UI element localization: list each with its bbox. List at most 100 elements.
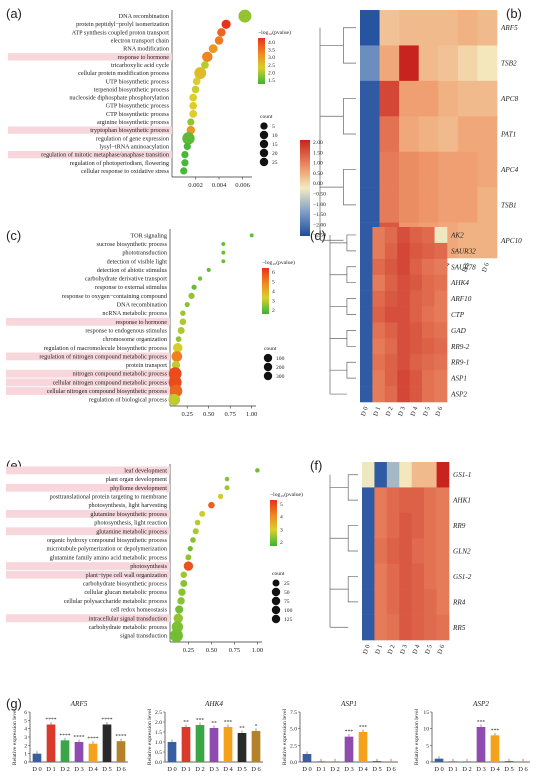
column-day-label: D 6 — [434, 405, 444, 417]
significance-stars: ** — [239, 726, 245, 732]
x-category-label: D 0 — [302, 766, 312, 773]
heatmap-cell — [399, 538, 413, 565]
heatmap-cell — [418, 151, 439, 188]
count-legend-label: 100 — [276, 356, 285, 362]
heatmap-d: AK2 SAUR32 SAUR78 AHK4 ARF10 CTP GAD RR9-2 RR9-1… — [329, 227, 476, 417]
heatmap-cell — [397, 258, 411, 276]
row-gene-label: GLN2 — [453, 548, 471, 556]
subplot-gene-title: ARF5 — [70, 700, 88, 708]
count-legend-label: 300 — [276, 374, 285, 380]
go-term-dot — [191, 85, 200, 94]
heatmap-cell — [409, 338, 423, 355]
significance-stars: **** — [115, 734, 126, 740]
heatmap-cell — [362, 538, 375, 565]
go-term-dot — [249, 233, 254, 238]
go-term-dot — [175, 605, 184, 614]
heatmap-cell — [477, 116, 498, 153]
heatmap-cell — [399, 116, 420, 153]
bar — [518, 761, 528, 762]
heatmap-cell — [360, 45, 380, 82]
colorbar-tick-label: 6 — [272, 270, 275, 276]
heatmap-cell — [422, 354, 435, 371]
x-category-label: D 1 — [448, 766, 458, 773]
heatmap-cell — [409, 354, 423, 371]
heatmap-cell — [372, 258, 386, 276]
colorbar-tick-label: 2 — [280, 540, 283, 546]
heatmap-cell — [457, 222, 478, 259]
go-term-dot — [184, 301, 190, 308]
go-term-label: regulation of gene expression — [96, 135, 169, 142]
go-term-label: leaf development — [124, 467, 167, 474]
heatmap-cell — [436, 462, 450, 488]
row-gene-label: GS1-2 — [453, 573, 472, 581]
term-highlight — [6, 509, 170, 518]
heatmap-cell — [362, 614, 375, 641]
go-term-label: response to external stimulus — [95, 284, 168, 291]
go-term-label: regulation of photoperiodism, flowering — [70, 160, 169, 167]
go-term-dot — [238, 9, 252, 23]
pvalue-colorbar — [270, 500, 277, 546]
go-term-dot — [171, 351, 183, 362]
heatmap-cell — [418, 45, 439, 82]
heatmap-cell — [397, 322, 411, 339]
heatmap-cell — [409, 370, 423, 387]
heatmap-cell — [397, 306, 411, 323]
heatmap-cell — [411, 462, 425, 488]
heatmap-cell — [434, 242, 448, 260]
x-category-label: D 5 — [102, 766, 112, 773]
x-category-label: D 3 — [476, 766, 486, 773]
count-legend-label: 15 — [272, 142, 278, 148]
go-term-dot — [169, 629, 183, 643]
heatmap-cell — [372, 370, 386, 387]
term-highlight — [6, 614, 170, 623]
go-term-dot — [181, 159, 189, 167]
heatmap-cell — [409, 258, 423, 276]
heatmap-cell — [477, 45, 498, 82]
significance-stars: * — [255, 724, 258, 730]
panel-label-d: (d) — [310, 228, 326, 243]
count-legend-label: 20 — [272, 151, 278, 157]
count-legend-dot — [271, 605, 281, 615]
significance-stars: **** — [45, 717, 56, 723]
pvalue-legend-title: −log₁₀(pvalue) — [262, 259, 295, 266]
go-term-dot — [189, 93, 198, 102]
dot-plot-c: TOR signaling sucrose biosynthetic proces… — [6, 229, 295, 418]
heat-scale-label: −2.50 — [313, 233, 326, 239]
go-term-dot — [187, 545, 193, 552]
heatmap-colorbar — [300, 140, 310, 236]
bar — [504, 761, 514, 762]
term-highlight — [6, 466, 170, 475]
panel-label-f: (f) — [310, 458, 322, 473]
column-day-label: D 0 — [362, 644, 372, 655]
heat-scale-label: 0.50 — [313, 171, 323, 177]
go-term-dot — [183, 561, 194, 571]
x-tick-label: 0.50 — [203, 411, 214, 418]
heatmap-cell — [424, 563, 437, 590]
term-highlight — [6, 352, 170, 361]
bar — [372, 761, 382, 762]
count-legend-label: 50 — [284, 590, 290, 596]
column-day-label: D 2 — [387, 644, 397, 655]
heatmap-cell — [409, 322, 423, 339]
go-term-dot — [183, 142, 191, 151]
y-tick-label: 10 — [423, 727, 429, 733]
heatmap-cell — [438, 80, 459, 117]
bar — [448, 761, 458, 762]
go-term-label: ncRNA metabolic process — [102, 310, 167, 317]
term-highlight — [8, 150, 172, 159]
colorbar-tick-label: 3.0 — [268, 55, 275, 61]
heatmap-cell — [360, 338, 373, 355]
y-tick-label: 2 — [24, 743, 27, 749]
go-term-dot — [179, 318, 187, 326]
heatmap-cell — [397, 370, 411, 387]
x-tick-label: 0.006 — [235, 182, 250, 189]
go-term-label: glutamine biosynthetic process — [90, 511, 167, 518]
pvalue-legend-title: −log₁₀(pvalue) — [258, 29, 291, 36]
go-term-label: cellular nitrogen compound metabolic pro… — [53, 379, 168, 386]
go-term-dot — [180, 310, 186, 316]
go-term-dot — [224, 476, 230, 482]
y-axis-label: Relative expression level — [147, 708, 153, 765]
heatmap-cell — [399, 512, 413, 539]
y-tick-label: 6 — [24, 710, 27, 716]
y-tick-label: 3 — [24, 735, 27, 741]
